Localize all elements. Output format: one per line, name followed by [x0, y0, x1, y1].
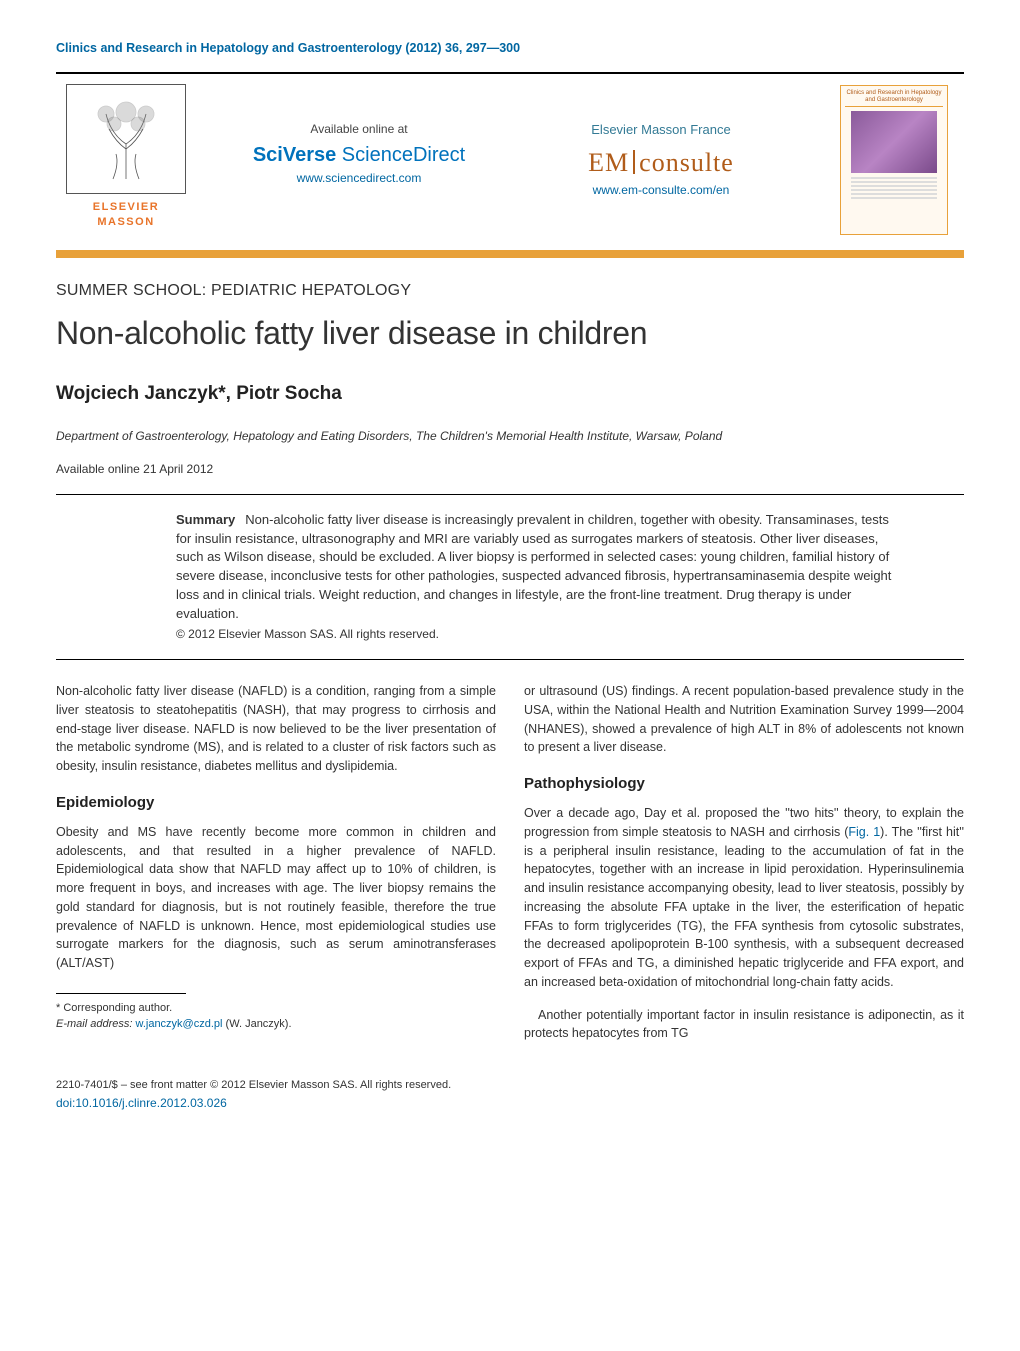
em-consulte-logo: EMconsulte	[516, 145, 806, 181]
cover-title: Clinics and Research in Hepatology and G…	[845, 90, 943, 107]
figure-1-ref[interactable]: Fig. 1	[848, 825, 880, 839]
em-consulte-block: Elsevier Masson France EMconsulte www.em…	[516, 121, 806, 200]
page-footer: 2210-7401/$ – see front matter © 2012 El…	[56, 1077, 964, 1112]
column-right: or ultrasound (US) findings. A recent po…	[524, 682, 964, 1057]
sciencedirect-block: Available online at SciVerse ScienceDire…	[214, 121, 504, 200]
publisher-banner: ELSEVIERMASSON Available online at SciVe…	[56, 84, 964, 237]
pathophysiology-p1: Over a decade ago, Day et al. proposed t…	[524, 804, 964, 992]
cover-image-icon	[851, 111, 937, 173]
doi-link[interactable]: doi:10.1016/j.clinre.2012.03.026	[56, 1096, 227, 1110]
corresponding-author-footnote: * Corresponding author.	[56, 1000, 496, 1017]
elsevier-wordmark: ELSEVIERMASSON	[93, 200, 159, 231]
pathophysiology-p2: Another potentially important factor in …	[524, 1006, 964, 1044]
epidemiology-paragraph: Obesity and MS have recently become more…	[56, 823, 496, 973]
email-footnote: E-mail address: w.janczyk@czd.pl (W. Jan…	[56, 1016, 496, 1033]
article-title: Non-alcoholic fatty liver disease in chi…	[56, 311, 964, 356]
online-date: Available online 21 April 2012	[56, 461, 964, 478]
author-email-link[interactable]: w.janczyk@czd.pl	[135, 1018, 222, 1030]
rule-orange	[56, 250, 964, 258]
sciencedirect-link[interactable]: www.sciencedirect.com	[297, 171, 422, 185]
footer-front-matter: 2210-7401/$ – see front matter © 2012 El…	[56, 1077, 964, 1094]
body-columns: Non-alcoholic fatty liver disease (NAFLD…	[56, 682, 964, 1057]
epidemiology-continued: or ultrasound (US) findings. A recent po…	[524, 682, 964, 757]
masson-france-label: Elsevier Masson France	[516, 121, 806, 139]
summary-label: Summary	[176, 512, 235, 527]
rule-top	[56, 72, 964, 74]
affiliation: Department of Gastroenterology, Hepatolo…	[56, 428, 964, 445]
em-consulte-link[interactable]: www.em-consulte.com/en	[593, 183, 730, 197]
email-tail: (W. Janczyk).	[222, 1018, 291, 1030]
running-head: Clinics and Research in Hepatology and G…	[56, 40, 964, 58]
intro-paragraph: Non-alcoholic fatty liver disease (NAFLD…	[56, 682, 496, 776]
footnote-rule	[56, 993, 186, 994]
heading-epidemiology: Epidemiology	[56, 792, 496, 813]
heading-pathophysiology: Pathophysiology	[524, 773, 964, 794]
summary-copyright: © 2012 Elsevier Masson SAS. All rights r…	[176, 626, 896, 643]
available-online-label: Available online at	[214, 121, 504, 138]
journal-cover-thumb: Clinics and Research in Hepatology and G…	[840, 85, 948, 235]
column-left: Non-alcoholic fatty liver disease (NAFLD…	[56, 682, 496, 1057]
summary-text: Non-alcoholic fatty liver disease is inc…	[176, 512, 891, 621]
email-label: E-mail address:	[56, 1018, 135, 1030]
rule-above-summary	[56, 494, 964, 495]
elsevier-tree-icon	[66, 84, 186, 194]
authors: Wojciech Janczyk*, Piotr Socha	[56, 381, 964, 408]
rule-below-summary	[56, 659, 964, 660]
sciverse-logo: SciVerse ScienceDirect	[214, 141, 504, 169]
elsevier-logo-block: ELSEVIERMASSON	[56, 84, 196, 237]
section-label: SUMMER SCHOOL: PEDIATRIC HEPATOLOGY	[56, 280, 964, 302]
journal-cover-block: Clinics and Research in Hepatology and G…	[824, 84, 964, 237]
summary-block: SummaryNon-alcoholic fatty liver disease…	[176, 511, 896, 643]
